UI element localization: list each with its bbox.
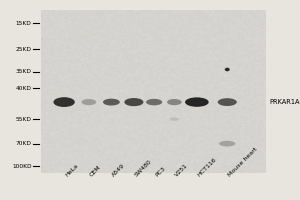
Text: 70KD: 70KD: [16, 141, 32, 146]
Ellipse shape: [124, 98, 143, 106]
Text: 15KD: 15KD: [16, 21, 32, 26]
Text: 25KD: 25KD: [16, 47, 32, 52]
Text: PC3: PC3: [154, 166, 166, 178]
Ellipse shape: [58, 101, 70, 104]
Text: HCT116: HCT116: [197, 157, 218, 178]
Ellipse shape: [226, 69, 229, 70]
Ellipse shape: [106, 101, 116, 104]
Text: SW480: SW480: [134, 159, 153, 178]
Ellipse shape: [219, 141, 236, 147]
Ellipse shape: [221, 101, 233, 104]
Text: PRKAR1A: PRKAR1A: [269, 99, 299, 105]
Text: HeLa: HeLa: [64, 163, 79, 178]
Ellipse shape: [103, 99, 120, 106]
Ellipse shape: [82, 99, 96, 105]
Ellipse shape: [218, 98, 237, 106]
Text: V251: V251: [174, 163, 189, 178]
Text: CEM: CEM: [89, 165, 102, 178]
Ellipse shape: [170, 117, 179, 121]
Text: 40KD: 40KD: [16, 86, 32, 91]
Text: A549: A549: [111, 163, 126, 178]
Ellipse shape: [225, 68, 230, 71]
Ellipse shape: [190, 101, 204, 104]
Text: Mouse heart: Mouse heart: [227, 147, 259, 178]
Ellipse shape: [128, 101, 140, 104]
Ellipse shape: [146, 99, 162, 105]
Text: 55KD: 55KD: [16, 117, 32, 122]
Ellipse shape: [167, 99, 182, 105]
Text: 100KD: 100KD: [12, 164, 32, 169]
Ellipse shape: [53, 97, 75, 107]
Text: 35KD: 35KD: [16, 69, 32, 74]
Ellipse shape: [185, 97, 209, 107]
